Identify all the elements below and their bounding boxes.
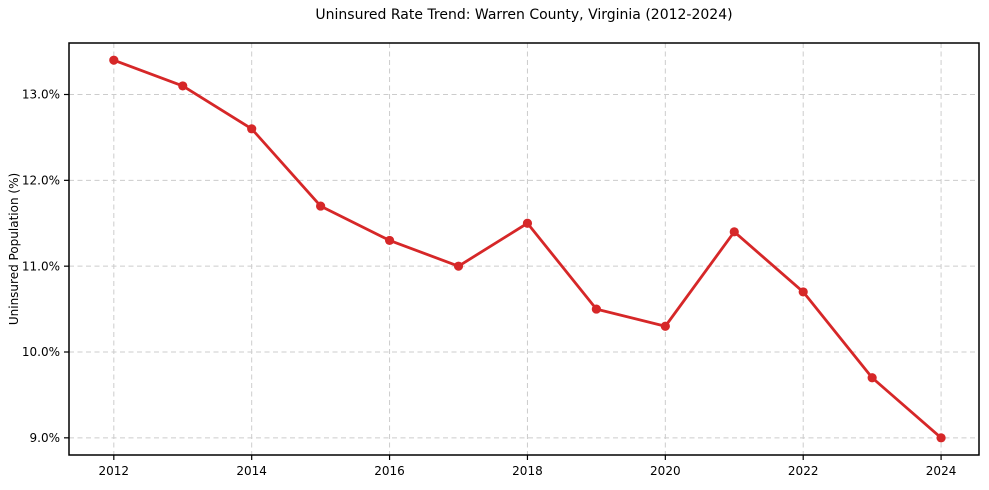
x-tick-label: 2012	[99, 464, 130, 478]
y-tick-label: 13.0%	[22, 88, 60, 102]
data-point-2014	[247, 124, 257, 134]
data-point-2020	[660, 321, 670, 331]
data-point-2015	[316, 201, 326, 211]
x-tick-label: 2024	[926, 464, 957, 478]
x-tick-label: 2014	[236, 464, 267, 478]
y-tick-label: 9.0%	[30, 431, 61, 445]
x-tick-label: 2020	[650, 464, 681, 478]
y-tick-label: 11.0%	[22, 259, 60, 273]
data-point-2024	[936, 433, 946, 443]
data-point-2012	[109, 55, 119, 65]
data-point-2016	[384, 235, 395, 246]
chart-title: Uninsured Rate Trend: Warren County, Vir…	[315, 7, 733, 23]
data-point-2013	[178, 81, 188, 91]
y-tick-label: 10.0%	[22, 345, 60, 359]
data-point-2021	[729, 227, 739, 237]
data-point-2022	[798, 287, 808, 297]
data-point-2019	[591, 304, 601, 314]
axes-frame	[68, 42, 980, 456]
data-point-2017	[453, 261, 464, 271]
y-tick-label: 12.0%	[22, 174, 60, 188]
data-point-2023	[867, 373, 877, 383]
x-tick-label: 2016	[374, 464, 405, 478]
y-axis-label: Uninsured Population (%)	[7, 172, 21, 326]
x-tick-label: 2022	[788, 464, 819, 478]
x-tick-label: 2018	[512, 464, 543, 478]
data-point-2018	[522, 218, 533, 228]
